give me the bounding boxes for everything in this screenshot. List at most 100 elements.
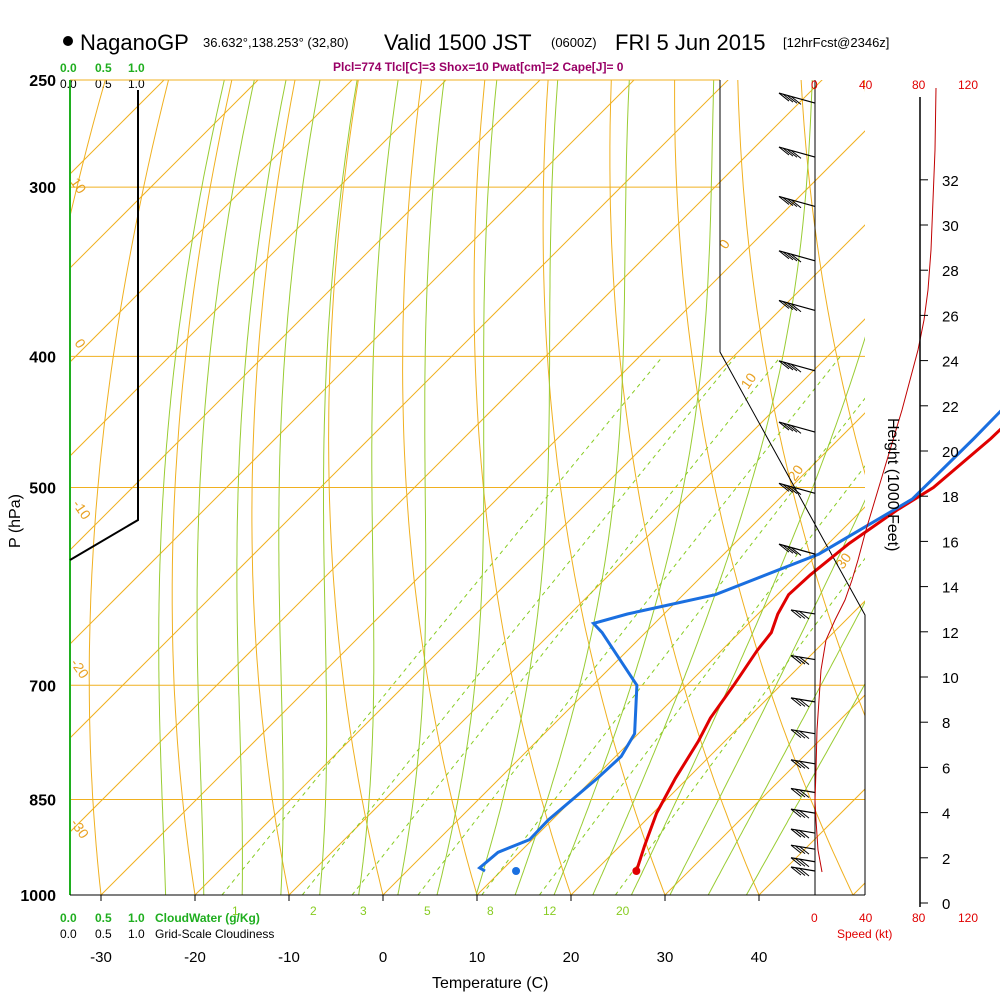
moist-adiabat-line	[397, 80, 445, 895]
pressure-tick-label: 300	[29, 180, 56, 197]
cloudiness-profile	[69, 90, 139, 561]
dry-adiabat-line	[800, 80, 865, 476]
wind-barb	[790, 857, 816, 868]
height-tick-label: 16	[942, 534, 959, 551]
mixing-ratio-line	[301, 355, 737, 895]
moist-adiabat-line	[196, 80, 255, 895]
cloud-scale-top-05: 0.5	[95, 61, 112, 75]
moist-adiabat-line	[592, 80, 813, 895]
wind-barb	[790, 697, 816, 708]
wind-barb	[790, 808, 816, 819]
speed-tick-top-0: 0	[811, 78, 818, 92]
moist-adiabat-line	[158, 80, 225, 895]
cloudiness-top-0: 0.0	[60, 77, 77, 91]
wind-barb	[790, 654, 816, 665]
temperature-tick-label: -20	[184, 949, 206, 966]
height-tick-label: 26	[942, 308, 959, 325]
wind-barb	[778, 92, 816, 105]
height-tick-label: 2	[942, 851, 950, 868]
cloudiness-bottom-0: 0.0	[60, 927, 77, 941]
height-axis-label: Height (1000 Feet)	[884, 418, 901, 551]
cloudiness-bottom-1: 1.0	[128, 927, 145, 941]
speed-tick-bottom-80: 80	[912, 911, 926, 925]
isotherm-label-right-10: 10	[737, 370, 759, 392]
isotherm-line	[70, 80, 823, 833]
isotherm-line	[288, 318, 865, 895]
temperature-line	[634, 427, 1000, 872]
dry-adiabat-line	[609, 80, 760, 895]
wind-speed-profile	[814, 87, 937, 873]
isotherm-labels: 10 0 -10 -20 -30 0 10 20 30	[68, 175, 855, 842]
isobars	[70, 79, 865, 896]
cloud-scale-bottom-05: 0.5	[95, 911, 112, 925]
dry-adiabat-line	[328, 80, 384, 895]
isotherm-line	[70, 80, 729, 739]
valid-time: Valid 1500 JST	[384, 30, 532, 55]
isotherm-line	[70, 80, 165, 175]
dry-adiabat-line	[171, 80, 233, 895]
pressure-tick-label: 700	[29, 678, 56, 695]
temperature-tick-label: -10	[278, 949, 300, 966]
dewpoint-line	[477, 409, 1000, 873]
height-tick-label: 18	[942, 489, 959, 506]
mixing-label-12: 12	[543, 904, 557, 918]
wind-barb	[790, 759, 816, 770]
temperature-tick-label: 20	[563, 949, 580, 966]
dry-adiabat-line	[737, 80, 865, 718]
wind-barbs	[778, 92, 816, 877]
mixing-ratio-line	[481, 397, 865, 895]
moist-adiabat-line	[745, 682, 865, 895]
isotherm-line	[70, 80, 353, 363]
temperature-tick-label: 0	[379, 949, 387, 966]
isotherm-label-right-20: 20	[784, 462, 806, 484]
cloud-scale-bottom-1: 1.0	[128, 911, 145, 925]
height-tick-label: 20	[942, 444, 959, 461]
isotherm-line	[70, 80, 635, 645]
thermo-background-lines	[70, 56, 1000, 924]
speed-tick-bottom-120: 120	[958, 911, 978, 925]
wind-barb	[778, 146, 816, 159]
height-tick-label: 6	[942, 760, 950, 777]
temperature-tick-label: 30	[657, 949, 674, 966]
wind-barb	[778, 299, 816, 313]
pressure-tick-label: 500	[29, 481, 56, 498]
mixing-ratio-line	[351, 355, 782, 895]
cloudiness-bottom-05: 0.5	[95, 927, 112, 941]
isotherm-line	[852, 882, 865, 895]
speed-tick-bottom-0: 0	[811, 911, 818, 925]
height-tick-label: 30	[942, 218, 959, 235]
height-tick-label: 4	[942, 806, 950, 823]
wind-barb	[778, 195, 816, 209]
moist-adiabat-line	[514, 80, 630, 895]
speed-tick-top-120: 120	[958, 78, 978, 92]
cloud-scale-bottom-0: 0.0	[60, 911, 77, 925]
dry-adiabat-line	[925, 56, 1000, 924]
mixing-label-3: 3	[360, 904, 367, 918]
speed-tick-bottom-40: 40	[859, 911, 873, 925]
speed-tick-top-40: 40	[859, 78, 873, 92]
isotherm-label-top-0: 0	[72, 336, 90, 352]
moist-adiabat-line	[707, 601, 865, 895]
cloudiness-label: Grid-Scale Cloudiness	[155, 927, 274, 941]
cloudiness-top-1: 1.0	[128, 77, 145, 91]
forecast-run: [12hrFcst@2346z]	[783, 35, 889, 50]
wind-barb	[790, 729, 816, 740]
wind-barb	[790, 828, 816, 839]
pressure-ticks: 250 300 400 500 700 850 1000	[20, 73, 56, 905]
moist-adiabat-line	[436, 80, 498, 895]
height-tick-label: 12	[942, 625, 959, 642]
height-tick-label: 14	[942, 580, 959, 597]
dry-adiabat-line	[88, 80, 170, 895]
height-tick-label: 28	[942, 263, 959, 280]
pressure-tick-label: 250	[29, 73, 56, 90]
isotherm-line	[382, 412, 865, 895]
dry-adiabat-line	[674, 80, 854, 895]
isotherm-label-top-m10: -10	[70, 497, 95, 523]
dry-adiabat-line	[473, 80, 572, 895]
right-boundary-line	[719, 80, 866, 895]
moist-adiabat-line	[553, 80, 715, 895]
wind-barb	[778, 250, 816, 263]
surface-temperature-dot	[632, 867, 641, 876]
mixing-label-1: 1	[232, 904, 239, 918]
